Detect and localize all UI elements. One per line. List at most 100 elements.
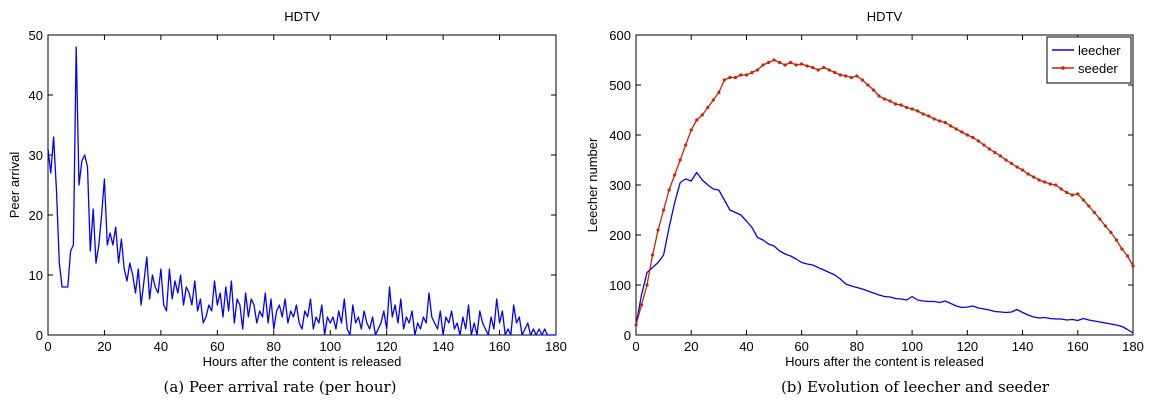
y-tick-label: 100 bbox=[609, 278, 631, 293]
data-point-seeder bbox=[634, 323, 638, 327]
data-point-seeder bbox=[728, 75, 732, 80]
x-tick-label: 120 bbox=[376, 339, 398, 354]
data-point-seeder bbox=[673, 173, 677, 177]
data-point-seeder bbox=[722, 78, 726, 82]
data-point-seeder bbox=[871, 88, 876, 92]
data-point-seeder bbox=[1004, 158, 1008, 162]
data-point-seeder bbox=[717, 90, 721, 95]
data-point-seeder bbox=[733, 75, 738, 80]
data-point-seeder bbox=[921, 112, 925, 116]
data-point-seeder bbox=[982, 143, 986, 147]
data-point-seeder bbox=[1098, 217, 1102, 221]
data-point-seeder bbox=[744, 73, 749, 77]
data-point-seeder bbox=[777, 60, 782, 65]
data-point-seeder bbox=[1120, 247, 1124, 251]
data-point-seeder bbox=[954, 127, 958, 131]
data-point-seeder bbox=[766, 60, 771, 65]
data-point-seeder bbox=[899, 103, 903, 107]
leecher-seeder-chart: 0 20 40 60 80 100 120 140 160 180 0 100 200 300 400 500… bbox=[585, 9, 1144, 369]
data-point-seeder bbox=[960, 130, 964, 134]
series-line-leecher bbox=[635, 171, 1134, 334]
x-axis-label-b: Hours after the content is released bbox=[785, 354, 984, 369]
data-point-seeder bbox=[833, 70, 837, 75]
x-tick-label: 60 bbox=[210, 339, 224, 354]
data-point-seeder bbox=[838, 73, 842, 77]
data-point-seeder bbox=[1081, 198, 1085, 202]
y-tick-label: 20 bbox=[29, 208, 43, 223]
data-point-seeder bbox=[1103, 224, 1107, 228]
data-point-seeder bbox=[855, 74, 859, 78]
data-point-seeder bbox=[1065, 190, 1069, 195]
data-point-seeder bbox=[805, 64, 809, 68]
data-point-seeder bbox=[755, 68, 760, 72]
data-point-seeder bbox=[1109, 230, 1113, 235]
y-tick-label: 10 bbox=[29, 268, 43, 283]
legend-label-seeder: seeder bbox=[1078, 61, 1118, 76]
x-tick-label: 180 bbox=[1122, 339, 1144, 354]
data-point-seeder bbox=[844, 74, 848, 78]
data-point-seeder bbox=[1092, 210, 1096, 215]
data-point-seeder bbox=[1054, 183, 1058, 187]
data-point-seeder bbox=[700, 113, 704, 117]
y-tick-label: 30 bbox=[29, 148, 43, 163]
data-point-seeder bbox=[695, 118, 699, 122]
legend-box bbox=[1046, 36, 1132, 84]
x-tick-label: 80 bbox=[850, 339, 864, 354]
data-point-seeder bbox=[882, 97, 887, 101]
chart-title-b: HDTV bbox=[867, 9, 903, 24]
data-point-seeder bbox=[667, 188, 671, 192]
data-point-seeder bbox=[794, 63, 798, 67]
data-point-seeder bbox=[706, 105, 710, 110]
data-point-seeder bbox=[1043, 180, 1047, 184]
data-point-seeder bbox=[684, 143, 688, 147]
chart-title-a: HDTV bbox=[284, 9, 320, 24]
data-point-seeder bbox=[860, 78, 865, 82]
caption-leecher-seeder: (b) Evolution of leecher and seeder bbox=[780, 378, 1050, 396]
data-point-seeder bbox=[822, 65, 826, 70]
x-tick-label: 40 bbox=[154, 339, 168, 354]
data-point-seeder bbox=[645, 283, 649, 287]
data-point-seeder bbox=[987, 147, 992, 151]
data-point-seeder bbox=[800, 62, 804, 66]
data-point-seeder bbox=[662, 208, 666, 212]
data-point-seeder bbox=[1087, 204, 1091, 208]
data-point-seeder bbox=[711, 98, 715, 102]
series-line-series-0 bbox=[47, 46, 556, 336]
x-tick-label: 140 bbox=[1012, 339, 1034, 354]
data-point-seeder bbox=[1070, 193, 1074, 197]
data-point-seeder bbox=[783, 63, 787, 67]
legend-marker-seeder bbox=[1061, 66, 1065, 70]
data-point-seeder bbox=[1048, 182, 1052, 186]
data-point-seeder bbox=[1131, 264, 1135, 268]
data-point-seeder bbox=[678, 158, 682, 162]
data-point-seeder bbox=[827, 68, 831, 72]
data-point-seeder bbox=[1026, 172, 1030, 176]
data-point-seeder bbox=[689, 128, 693, 132]
data-point-seeder bbox=[1114, 238, 1119, 242]
y-axis-label-a: Peer arrival bbox=[7, 152, 22, 219]
y-tick-label: 40 bbox=[29, 88, 43, 103]
x-tick-label: 80 bbox=[267, 339, 281, 354]
data-point-seeder bbox=[811, 65, 815, 70]
data-point-seeder bbox=[965, 133, 969, 137]
x-tick-label: 160 bbox=[489, 339, 511, 354]
data-point-seeder bbox=[1076, 192, 1080, 196]
figure: 0 20 40 60 80 100 120 140 160 180 0 10 20 30 40 50 HDTV H… bbox=[7, 9, 1144, 369]
x-tick-label: 120 bbox=[956, 339, 978, 354]
data-point-seeder bbox=[789, 60, 793, 65]
x-tick-label: 140 bbox=[432, 339, 454, 354]
legend: leecher seeder bbox=[1046, 36, 1132, 84]
legend-label-leecher: leecher bbox=[1078, 43, 1121, 58]
data-point-seeder bbox=[877, 94, 881, 98]
y-tick-label: 600 bbox=[609, 28, 631, 43]
plot-frame-a bbox=[47, 34, 557, 336]
data-point-seeder bbox=[1009, 161, 1014, 166]
data-point-seeder bbox=[893, 102, 898, 106]
data-point-seeder bbox=[998, 154, 1003, 158]
peer-arrival-chart: 0 20 40 60 80 100 120 140 160 180 0 10 20 30 40 50 HDTV H… bbox=[7, 9, 567, 369]
data-point-seeder bbox=[927, 114, 931, 118]
y-tick-label: 300 bbox=[609, 178, 631, 193]
x-tick-label: 100 bbox=[901, 339, 923, 354]
y-axis-label-b: Leecher number bbox=[585, 137, 600, 232]
caption-peer-arrival: (a) Peer arrival rate (per hour) bbox=[163, 378, 397, 396]
